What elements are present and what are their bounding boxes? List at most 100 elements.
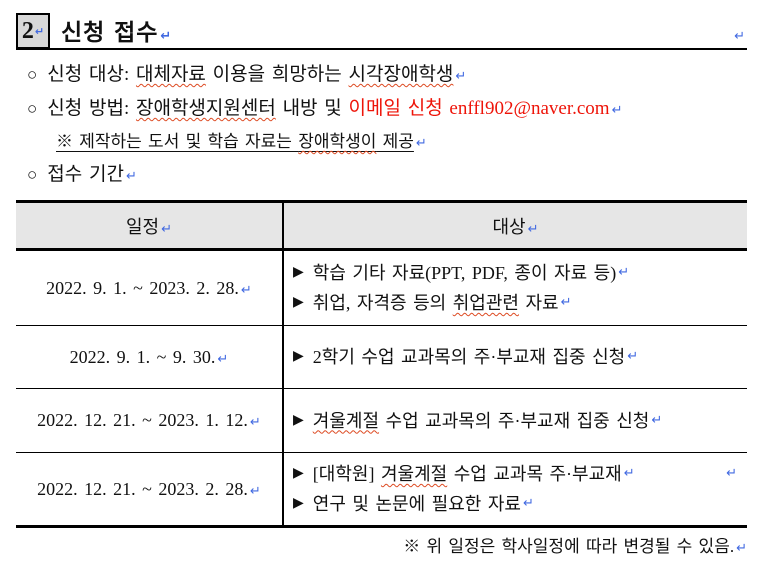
paragraph-mark-icon: ↵ [627, 349, 639, 364]
bullet-text: 접수 기간 [47, 164, 124, 185]
bullet-text: 신청 방법: 장애학생지원센터 내방 및 이메일 신청 enffl902@nav… [47, 98, 609, 119]
triangle-bullet-icon: ▶ [293, 496, 304, 511]
target-cell: ▶ 학습 기타 자료(PPT, PDF, 종이 자료 등) ↵ ▶ 취업, 자격증 등… [283, 250, 747, 326]
text-segment: 연구 및 논문에 필요한 자료 [312, 494, 521, 514]
triangle-bullet-icon: ▶ [293, 265, 304, 280]
text-segment: [대학원] [312, 464, 381, 484]
page-title: 신청 접수 ↵ [61, 13, 172, 47]
col-header-schedule: 일정 ↵ [16, 201, 284, 251]
paragraph-mark-icon: ↵ [736, 541, 747, 556]
schedule-text: 2022. 9. 1. ~ 9. 30. [69, 346, 216, 367]
table-row: 2022. 9. 1. ~ 2023. 2. 28. ↵ ▶ 학습 기타 자료(PP… [16, 249, 747, 326]
table-row: 2022. 9. 1. ~ 9. 30. ↵ ▶ 2학기 수업 교과목의 주·부교재… [16, 325, 747, 389]
bullet-reception-period: ○ 접수 기간 ↵ [27, 162, 773, 188]
bullet-application-method: ○ 신청 방법: 장애학생지원센터 내방 및 이메일 신청 enffl902@na… [27, 96, 773, 122]
paragraph-mark-icon: ↵ [34, 24, 45, 38]
paragraph-mark-icon: ↵ [623, 466, 635, 481]
text-segment: 학습 기타 자료(PPT, PDF, 종이 자료 등) [312, 263, 617, 283]
paragraph-mark-icon: ↵ [415, 136, 427, 151]
section-number: 2 [21, 17, 34, 44]
paragraph-mark-icon: ↵ [726, 466, 737, 481]
text-segment: 취업관련 [452, 293, 519, 313]
text-segment: 접수 기간 [47, 164, 124, 185]
schedule-text: 2022. 12. 21. ~ 2023. 2. 28. [37, 478, 248, 499]
target-item: ▶ 겨울계절 수업 교과목의 주·부교재 집중 신청 ↵ [293, 406, 741, 436]
circle-bullet-icon: ○ [27, 165, 38, 184]
target-item: ▶ [대학원] 겨울계절 수업 교과목 주·부교재 ↵ ↵ [293, 459, 741, 489]
target-item: ▶ 2학기 수업 교과목의 주·부교재 집중 신청 ↵ [293, 342, 741, 372]
schedule-cell: 2022. 12. 21. ~ 2023. 1. 12. ↵ [16, 388, 284, 453]
footnote: ※ 위 일정은 학사일정에 따라 변경될 수 있음. ↵ [0, 535, 747, 559]
paragraph-mark-icon: ↵ [161, 221, 173, 237]
target-item: ▶ 연구 및 논문에 필요한 자료 ↵ [293, 489, 741, 519]
target-item: ▶ 학습 기타 자료(PPT, PDF, 종이 자료 등) ↵ [293, 258, 741, 288]
note-materials-provided: ※ 제작하는 도서 및 학습 자료는 장애학생이 제공 ↵ [56, 130, 773, 154]
text-segment: 수업 교과목의 주·부교재 집중 신청 [379, 410, 650, 431]
text-segment: 제공 [376, 132, 414, 151]
paragraph-mark-icon: ↵ [651, 412, 663, 428]
item-text: 2학기 수업 교과목의 주·부교재 집중 신청 [313, 342, 625, 372]
text-segment: 대체자료 [135, 64, 206, 85]
text-segment: 장애학생지원센터 [135, 98, 276, 119]
triangle-bullet-icon: ▶ [293, 349, 304, 364]
triangle-bullet-icon: ▶ [293, 466, 304, 481]
text-segment: 2학기 수업 교과목의 주·부교재 집중 신청 [312, 347, 626, 367]
item-text: [대학원] 겨울계절 수업 교과목 주·부교재 [313, 459, 622, 489]
triangle-bullet-icon: ▶ [293, 295, 304, 310]
paragraph-mark-icon: ↵ [160, 29, 173, 44]
circle-bullet-icon: ○ [27, 99, 38, 118]
col-header-target: 대상 ↵ [283, 201, 747, 251]
triangle-bullet-icon: ▶ [293, 412, 304, 428]
bullet-text: 신청 대상: 대체자료 이용을 희망하는 시각장애학생 [47, 64, 453, 85]
document-page: 2 ↵ 신청 접수 ↵ ↵ ○ 신청 대상: 대체자료 이용을 희망하는 시각장애학생… [0, 12, 773, 556]
paragraph-mark-icon: ↵ [217, 351, 229, 367]
text-segment: 취업, 자격증 등의 [312, 293, 453, 313]
paragraph-mark-icon: ↵ [560, 295, 572, 310]
schedule-cell: 2022. 12. 21. ~ 2023. 2. 28. ↵ [16, 452, 284, 527]
target-cell: ▶ 겨울계절 수업 교과목의 주·부교재 집중 신청 ↵ [283, 388, 747, 453]
text-segment: 겨울계절 [312, 410, 380, 431]
section-number-box: 2 ↵ [16, 13, 50, 49]
table-row: 2022. 12. 21. ~ 2023. 1. 12. ↵ ▶ 겨울계절 수업 교… [16, 388, 747, 453]
paragraph-mark-icon: ↵ [527, 221, 539, 237]
schedule-text: 2022. 12. 21. ~ 2023. 1. 12. [37, 410, 248, 430]
paragraph-mark-icon: ↵ [249, 415, 261, 430]
circle-bullet-icon: ○ [27, 65, 38, 84]
item-text: 연구 및 논문에 필요한 자료 [313, 489, 521, 519]
text-segment: 자료 [518, 293, 559, 313]
text-segment: 내방 및 [275, 98, 349, 119]
schedule-text: 2022. 9. 1. ~ 2023. 2. 28. [46, 277, 239, 298]
table-header-row: 일정 ↵ 대상 ↵ [16, 201, 747, 251]
bullet-applicant-target: ○ 신청 대상: 대체자료 이용을 희망하는 시각장애학생 ↵ [27, 62, 773, 88]
schedule-cell: 2022. 9. 1. ~ 9. 30. ↵ [16, 325, 284, 389]
text-segment: 이메일 신청 enffl902@naver.com [348, 98, 610, 119]
text-segment: 장애학생이 [298, 132, 377, 151]
item-text: 학습 기타 자료(PPT, PDF, 종이 자료 등) [313, 258, 616, 288]
text-segment: 겨울계절 [380, 464, 448, 484]
target-item: ▶ 취업, 자격증 등의 취업관련 자료 ↵ [293, 288, 741, 318]
schedule-table: 일정 ↵ 대상 ↵ 2022. 9. 1. ~ 2023. 2. 28. ↵ ▶ 학습 … [16, 200, 747, 528]
text-segment: 신청 방법: [47, 98, 136, 119]
paragraph-mark-icon: ↵ [734, 29, 745, 44]
item-text: 겨울계절 수업 교과목의 주·부교재 집중 신청 [313, 406, 650, 436]
text-segment: 수업 교과목 주·부교재 [447, 464, 622, 484]
paragraph-mark-icon: ↵ [455, 69, 467, 84]
col-header-label: 일정 [125, 216, 160, 237]
page-title-text: 신청 접수 [61, 20, 159, 45]
paragraph-mark-icon: ↵ [611, 103, 623, 118]
paragraph-mark-icon: ↵ [522, 496, 534, 511]
text-segment: ※ 제작하는 도서 및 학습 자료는 [56, 132, 299, 151]
note-text: ※ 제작하는 도서 및 학습 자료는 장애학생이 제공 [56, 132, 414, 151]
text-segment: 신청 대상: [47, 64, 136, 85]
col-header-label: 대상 [492, 216, 526, 237]
paragraph-mark-icon: ↵ [240, 282, 252, 298]
target-cell: ▶ 2학기 수업 교과목의 주·부교재 집중 신청 ↵ [283, 325, 747, 389]
text-segment: 이용을 희망하는 [205, 64, 349, 85]
text-segment: 시각장애학생 [348, 64, 454, 85]
paragraph-mark-icon: ↵ [125, 169, 137, 184]
footnote-text: ※ 위 일정은 학사일정에 따라 변경될 수 있음. [403, 537, 735, 556]
schedule-cell: 2022. 9. 1. ~ 2023. 2. 28. ↵ [16, 249, 284, 326]
table-row: 2022. 12. 21. ~ 2023. 2. 28. ↵ ▶ [대학원] 겨울계… [16, 452, 747, 527]
paragraph-mark-icon: ↵ [249, 483, 261, 499]
paragraph-mark-icon: ↵ [618, 265, 630, 280]
